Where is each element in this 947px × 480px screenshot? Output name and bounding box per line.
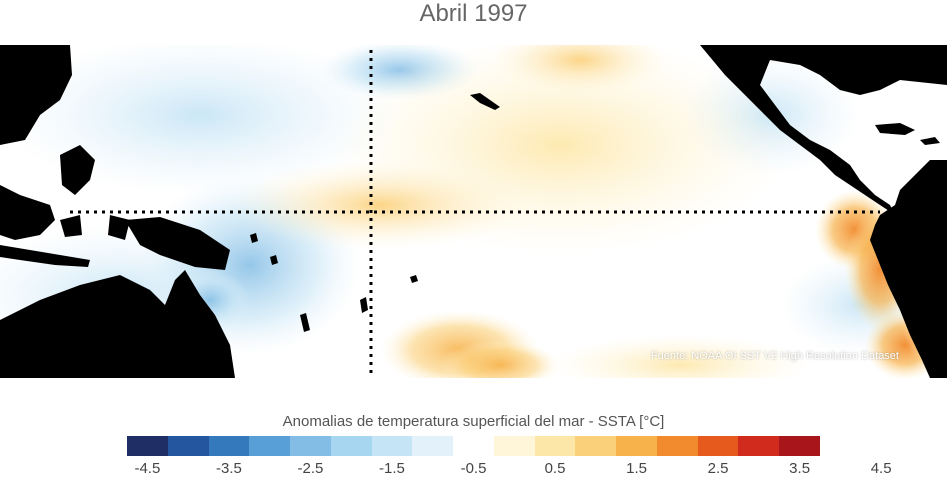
colorbar-tick-label: 1.5 — [626, 460, 647, 477]
colorbar-tick-label: -4.5 — [134, 460, 161, 477]
colorbar-segment — [208, 436, 250, 456]
colorbar-tick-label: -1.5 — [379, 460, 405, 477]
colorbar-tick-label: -0.5 — [460, 460, 487, 477]
map-title: Abril 1997 — [419, 0, 528, 27]
colorbar-segment — [656, 436, 698, 456]
colorbar-segment — [412, 436, 454, 456]
land — [0, 45, 947, 378]
colorbar-segment — [697, 436, 739, 456]
colorbar-segment — [493, 436, 535, 456]
reference-lines — [70, 50, 880, 378]
sst-anomaly-map — [0, 45, 947, 378]
colorbar-segment — [371, 436, 413, 456]
colorbar-segment — [738, 436, 780, 456]
source-note: Fuente: NOAA OI SST V2 High Resolution D… — [650, 350, 899, 362]
colorbar-segment — [330, 436, 372, 456]
colorbar — [127, 436, 821, 456]
colorbar-tick-label: 0.5 — [544, 460, 566, 477]
colorbar-segment — [249, 436, 291, 456]
colorbar-segment — [127, 436, 168, 456]
colorbar-tick-label: 3.5 — [789, 460, 811, 477]
colorbar-segment — [167, 436, 209, 456]
colorbar-segment — [575, 436, 617, 456]
colorbar-segment — [534, 436, 576, 456]
colorbar-tick-label: 4.5 — [870, 460, 892, 477]
colorbar-label: Anomalias de temperatura superficial del… — [282, 413, 665, 430]
colorbar-segment — [290, 436, 331, 456]
colorbar-segment — [616, 436, 657, 456]
colorbar-tick-label: -3.5 — [215, 460, 242, 477]
colorbar-segment — [453, 436, 494, 456]
colorbar-tick-label: 2.5 — [707, 460, 729, 477]
colorbar-segment — [779, 436, 821, 456]
colorbar-tick-label: -2.5 — [297, 460, 324, 477]
colorbar-ticks: -4.5 -3.5 -2.5 -1.5 -0.5 0.5 1.5 2.5 3.5 4.5 — [0, 460, 947, 480]
